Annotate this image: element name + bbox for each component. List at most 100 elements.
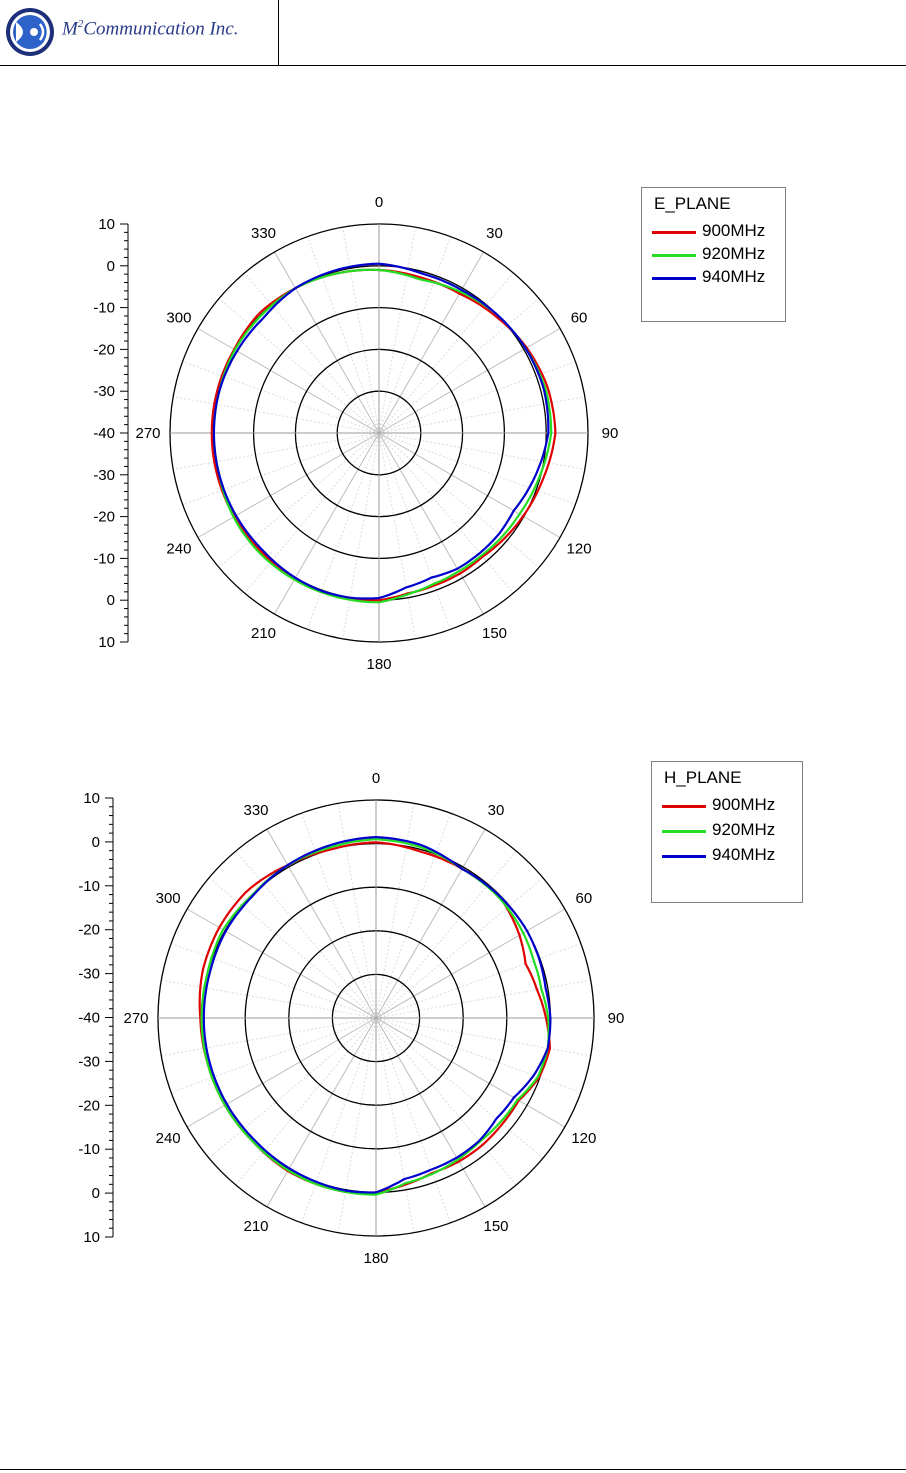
legend-item: 920MHz	[652, 244, 792, 264]
radial-gridline	[218, 432, 380, 568]
legend-item: 920MHz	[662, 820, 802, 840]
radial-gridline	[300, 1017, 377, 1224]
radial-gridline	[218, 298, 380, 434]
angle-label: 270	[135, 425, 160, 442]
legend-item: 940MHz	[662, 845, 802, 865]
radial-gridline	[378, 272, 514, 434]
radial-gridline	[182, 432, 380, 505]
radial-gridline	[375, 979, 591, 1019]
legend-item: 900MHz	[652, 221, 792, 241]
radial-tick-label: 0	[107, 258, 115, 275]
angle-label: 60	[571, 310, 588, 327]
angle-label: 330	[251, 225, 276, 242]
legend-swatch	[662, 855, 706, 858]
radial-tick-label: 10	[83, 790, 100, 807]
header-divider	[278, 0, 279, 65]
radial-gridline	[378, 432, 540, 568]
radial-gridline	[378, 227, 416, 434]
angle-label: 120	[567, 541, 592, 558]
legend-swatch	[662, 805, 706, 808]
angle-label: 180	[363, 1250, 388, 1267]
angle-label: 330	[243, 802, 268, 819]
radial-gridline	[375, 1017, 544, 1159]
legend-swatch	[652, 277, 696, 280]
angle-label: 30	[486, 225, 503, 242]
radial-gridline	[375, 877, 544, 1019]
radial-gridline	[337, 803, 377, 1019]
legend-item: 900MHz	[662, 795, 802, 815]
legend-label: 940MHz	[712, 845, 776, 864]
angle-label: 210	[251, 625, 276, 642]
radial-tick-label: 0	[107, 592, 115, 609]
radial-tick-label: -30	[78, 1053, 100, 1070]
radial-gridline	[307, 236, 380, 434]
radial-gridline	[378, 236, 451, 434]
radial-tick-label: -10	[78, 878, 100, 895]
radial-gridline	[375, 1017, 452, 1224]
radial-gridline	[235, 1017, 377, 1186]
radial-tick-label: -10	[78, 1141, 100, 1158]
angle-label: 150	[483, 1218, 508, 1235]
angle-label: 240	[156, 1130, 181, 1147]
radial-gridline	[378, 298, 540, 434]
radial-gridline	[244, 432, 380, 594]
radial-gridline	[375, 1017, 517, 1186]
radial-tick-label: -20	[93, 341, 115, 358]
radial-gridline	[378, 432, 484, 615]
radial-gridline	[161, 1017, 377, 1057]
radial-gridline	[375, 850, 517, 1019]
radial-tick-label: -20	[78, 1097, 100, 1114]
radial-gridline	[337, 1017, 377, 1233]
radial-gridline	[378, 251, 484, 434]
angle-label: 90	[602, 425, 619, 442]
radial-gridline	[235, 850, 377, 1019]
radial-gridline	[173, 396, 380, 434]
angle-label: 150	[482, 625, 507, 642]
radial-tick-label: -30	[78, 966, 100, 983]
radial-gridline	[170, 942, 377, 1019]
radial-gridline	[378, 361, 576, 434]
radial-gridline	[375, 942, 582, 1019]
radial-gridline	[244, 272, 380, 434]
radial-tick-label: 0	[92, 834, 100, 851]
radial-gridline	[378, 328, 561, 434]
radial-tick-label: -30	[93, 383, 115, 400]
angle-label: 300	[166, 310, 191, 327]
angle-label: 0	[375, 194, 383, 211]
radial-gridline	[378, 396, 585, 434]
radial-gridline	[197, 432, 380, 538]
e-plane-polar-plot: 0 30 60 90 120 150 180 210 240 270 300 330 10 0 -10 -20…	[93, 194, 619, 673]
radial-gridline	[375, 1017, 591, 1057]
angle-label: 270	[123, 1010, 148, 1027]
radial-tick-label: 10	[98, 634, 115, 651]
radial-gridline	[186, 908, 377, 1019]
angle-label: 180	[366, 656, 391, 673]
radial-gridline	[274, 432, 380, 615]
radial-gridline	[378, 432, 561, 538]
radial-gridline	[375, 1017, 582, 1094]
radial-gridline	[375, 1017, 486, 1208]
radial-gridline	[208, 1017, 377, 1159]
radial-gridline	[197, 328, 380, 434]
h-plane-chart: 0 30 60 90 120 150 180 210 240 270 300 330 10 0 -10 -20…	[0, 0, 906, 1267]
legend-label: 900MHz	[702, 221, 766, 240]
legend-title: E_PLANE	[654, 194, 731, 213]
company-name: M2Communication Inc.	[62, 18, 239, 40]
radial-gridline	[161, 979, 377, 1019]
series-line-920MHz	[200, 838, 550, 1196]
angle-label: 0	[372, 770, 380, 787]
radial-gridline	[342, 227, 380, 434]
radial-tick-label: -40	[78, 1010, 100, 1027]
angle-label: 30	[488, 802, 505, 819]
radial-gridline	[300, 812, 377, 1019]
legend-swatch	[652, 254, 696, 257]
radial-gridline	[378, 432, 585, 470]
radial-gridline	[266, 828, 377, 1019]
e-plane-legend: E_PLANE 900MHz 920MHz 940MHz	[641, 187, 786, 322]
radial-tick-label: -20	[78, 922, 100, 939]
angle-label: 120	[571, 1130, 596, 1147]
radial-gridline	[378, 432, 451, 630]
radial-gridline	[342, 432, 380, 639]
radial-gridline	[375, 908, 566, 1019]
series-line-940MHz	[212, 262, 550, 600]
